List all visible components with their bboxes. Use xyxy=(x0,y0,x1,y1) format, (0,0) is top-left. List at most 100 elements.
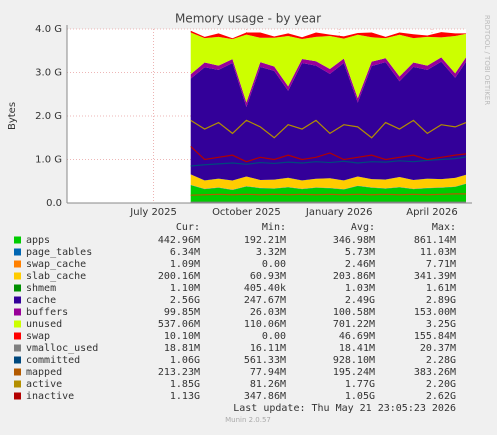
legend-swatch xyxy=(14,261,21,268)
legend-label: page_tables xyxy=(26,247,92,258)
legend-value: 18.81M xyxy=(164,343,200,354)
column-header: Avg: xyxy=(351,222,375,233)
legend-value: 153.00M xyxy=(414,307,456,318)
legend-value: 46.69M xyxy=(339,331,375,342)
legend-swatch xyxy=(14,321,21,328)
legend-value: 7.71M xyxy=(426,259,456,270)
y-tick-label: 0.0 xyxy=(46,198,62,209)
legend-value: 1.77G xyxy=(345,379,375,390)
legend-value: 928.10M xyxy=(333,355,375,366)
legend-swatch xyxy=(14,369,21,376)
y-tick-label: 4.0 G xyxy=(35,24,62,35)
y-tick-label: 2.0 G xyxy=(35,111,62,122)
legend-label: slab_cache xyxy=(26,271,86,282)
legend-value: 1.61M xyxy=(426,283,456,294)
legend-value: 2.89G xyxy=(426,295,456,306)
legend-value: 26.03M xyxy=(250,307,286,318)
y-tick-label: 1.0 G xyxy=(35,155,62,166)
legend-value: 5.73M xyxy=(345,247,375,258)
legend-value: 1.10M xyxy=(170,283,200,294)
x-tick-label: October 2025 xyxy=(212,207,281,218)
legend-value: 11.03M xyxy=(420,247,456,258)
legend-label: active xyxy=(26,379,62,390)
legend-value: 1.09M xyxy=(170,259,200,270)
watermark: RRDTOOL / TOBI OETIKER xyxy=(483,15,491,105)
legend-value: 1.85G xyxy=(170,379,200,390)
legend-value: 1.06G xyxy=(170,355,200,366)
legend-label: swap xyxy=(26,331,50,342)
legend-value: 1.13G xyxy=(170,391,200,402)
legend-value: 561.33M xyxy=(244,355,286,366)
legend-swatch xyxy=(14,393,21,400)
legend-swatch xyxy=(14,249,21,256)
legend-value: 405.40k xyxy=(244,283,286,294)
legend-value: 347.86M xyxy=(244,391,286,402)
legend-value: 2.62G xyxy=(426,391,456,402)
legend-value: 110.06M xyxy=(244,319,286,330)
legend-swatch xyxy=(14,357,21,364)
y-axis-label: Bytes xyxy=(7,102,18,130)
x-tick-label: July 2025 xyxy=(129,207,177,218)
legend-label: swap_cache xyxy=(26,259,86,270)
legend-value: 861.14M xyxy=(414,235,456,246)
legend-value: 203.86M xyxy=(333,271,375,282)
legend-value: 200.16M xyxy=(158,271,200,282)
legend-value: 99.85M xyxy=(164,307,200,318)
y-tick-label: 3.0 G xyxy=(35,68,62,79)
legend-swatch xyxy=(14,381,21,388)
chart-title: Memory usage - by year xyxy=(175,12,321,26)
legend-value: 6.34M xyxy=(170,247,200,258)
legend-value: 383.26M xyxy=(414,367,456,378)
legend-value: 2.49G xyxy=(345,295,375,306)
column-header: Cur: xyxy=(176,222,200,233)
legend-swatch xyxy=(14,237,21,244)
legend-value: 2.56G xyxy=(170,295,200,306)
legend-value: 81.26M xyxy=(250,379,286,390)
x-tick-label: April 2026 xyxy=(406,207,457,218)
legend-value: 10.10M xyxy=(164,331,200,342)
legend-label: mapped xyxy=(26,367,62,378)
x-tick-label: January 2026 xyxy=(305,207,373,218)
legend-label: committed xyxy=(26,355,80,366)
legend-label: buffers xyxy=(26,307,68,318)
legend-swatch xyxy=(14,345,21,352)
legend-value: 155.84M xyxy=(414,331,456,342)
legend-value: 2.28G xyxy=(426,355,456,366)
legend-swatch xyxy=(14,273,21,280)
legend-value: 18.41M xyxy=(339,343,375,354)
legend-label: cache xyxy=(26,295,56,306)
legend-value: 16.11M xyxy=(250,343,286,354)
legend-swatch xyxy=(14,309,21,316)
legend-value: 442.96M xyxy=(158,235,200,246)
version: Munin 2.0.57 xyxy=(225,416,271,424)
legend-value: 537.06M xyxy=(158,319,200,330)
legend-value: 1.05G xyxy=(345,391,375,402)
legend-value: 346.98M xyxy=(333,235,375,246)
legend-value: 0.00 xyxy=(262,259,286,270)
legend-value: 213.23M xyxy=(158,367,200,378)
legend-label: vmalloc_used xyxy=(26,343,98,354)
legend-value: 60.93M xyxy=(250,271,286,282)
column-header: Max: xyxy=(432,222,456,233)
column-header: Min: xyxy=(262,222,286,233)
legend-value: 20.37M xyxy=(420,343,456,354)
legend-value: 2.46M xyxy=(345,259,375,270)
legend-value: 3.25G xyxy=(426,319,456,330)
legend-value: 2.20G xyxy=(426,379,456,390)
legend-label: inactive xyxy=(26,391,74,402)
legend-value: 195.24M xyxy=(333,367,375,378)
legend-value: 247.67M xyxy=(244,295,286,306)
legend-value: 192.21M xyxy=(244,235,286,246)
legend-value: 0.00 xyxy=(262,331,286,342)
legend-swatch xyxy=(14,297,21,304)
legend-value: 77.94M xyxy=(250,367,286,378)
legend-label: shmem xyxy=(26,283,56,294)
legend-value: 100.58M xyxy=(333,307,375,318)
footer: Last update: Thu May 21 23:05:23 2026 xyxy=(233,403,456,414)
legend-value: 1.03M xyxy=(345,283,375,294)
legend-value: 701.22M xyxy=(333,319,375,330)
legend-value: 341.39M xyxy=(414,271,456,282)
legend-label: unused xyxy=(26,319,62,330)
